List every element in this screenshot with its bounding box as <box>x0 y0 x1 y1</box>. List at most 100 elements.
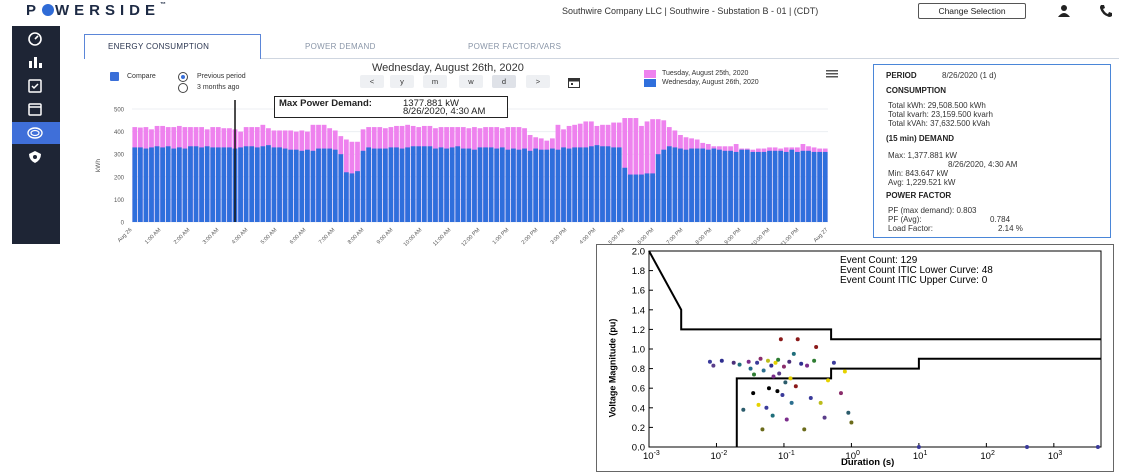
x-tick-label: 102 <box>980 450 995 462</box>
chart-menu-icon[interactable] <box>826 70 838 78</box>
y-tick-label: 0.2 <box>632 423 645 434</box>
period-week-button[interactable]: w <box>459 75 483 88</box>
bar-current-day <box>410 146 416 222</box>
bar-current-day <box>538 149 544 222</box>
x-tick-exponent: 2 <box>991 450 995 457</box>
event-point <box>791 351 796 356</box>
tab-power-demand[interactable]: POWER DEMAND <box>305 42 376 51</box>
three-months-radio[interactable] <box>178 83 188 93</box>
bar-current-day <box>561 147 566 222</box>
bar-current-day <box>137 147 143 222</box>
itic-scatter-panel: 0.0 0.2 0.4 0.6 0.8 1.0 1.2 1.4 1.6 1.8 2.0 10-3 10-… <box>596 244 1114 472</box>
event-point <box>838 391 843 396</box>
change-selection-button[interactable]: Change Selection <box>918 3 1026 19</box>
period-next-button[interactable]: > <box>526 75 550 88</box>
legend-swatch-wednesday <box>644 79 656 87</box>
sidebar-item-calendar[interactable] <box>12 98 60 120</box>
compare-checkbox[interactable] <box>110 72 119 81</box>
event-point <box>784 417 789 422</box>
previous-period-radio[interactable] <box>178 72 188 82</box>
period-prev-button[interactable]: < <box>360 75 384 88</box>
legend-swatch-tuesday <box>644 70 656 78</box>
x-tick-exponent: -1 <box>789 450 795 457</box>
event-point <box>707 359 712 364</box>
powerside-logo[interactable]: P WERSIDE™ <box>26 2 167 19</box>
x-tick-label: 10-1 <box>778 450 795 462</box>
bar-current-day <box>594 145 600 222</box>
bar-current-day <box>377 148 383 222</box>
calendar-icon <box>28 103 42 116</box>
event-point <box>808 396 813 400</box>
bar-current-day <box>416 146 422 222</box>
bar-current-day <box>427 146 433 222</box>
bar-current-day <box>661 149 667 222</box>
three-months-label: 3 months ago <box>197 84 240 91</box>
bar-current-day <box>460 148 466 222</box>
bar-current-day <box>678 148 683 222</box>
bar-current-day <box>616 147 622 222</box>
event-point <box>756 402 761 407</box>
event-point <box>766 386 771 391</box>
user-icon[interactable] <box>1056 4 1072 18</box>
demand-max-time: 8/26/2020, 4:30 AM <box>948 160 1018 169</box>
event-point <box>805 363 810 368</box>
bar-current-day <box>644 173 650 222</box>
event-point <box>802 427 807 432</box>
period-day-button[interactable]: d <box>492 75 516 88</box>
sidebar-item-dashboard[interactable] <box>12 28 60 50</box>
event-point <box>793 384 798 389</box>
legend-label-tuesday: Tuesday, August 25th, 2020 <box>662 70 749 77</box>
event-point <box>761 368 766 373</box>
sidebar-item-security[interactable] <box>12 146 60 168</box>
x-tick-label: 2:00 AM <box>173 227 192 246</box>
period-heading: PERIOD <box>886 71 917 80</box>
bar-current-day <box>221 147 227 222</box>
bar-current-day <box>299 150 305 222</box>
bar-current-day <box>488 147 494 222</box>
sidebar-item-tasks[interactable] <box>12 74 60 96</box>
event-point <box>748 366 753 371</box>
bar-current-day <box>533 148 539 222</box>
bar-current-day <box>817 151 823 222</box>
bar-current-day <box>605 146 611 222</box>
tooltip-value: 1377.881 kW <box>403 98 459 109</box>
x-tick-label: 11:00 AM <box>432 227 453 246</box>
bar-current-day <box>433 148 438 222</box>
bar-current-day <box>388 147 394 222</box>
bar-current-day <box>455 146 461 222</box>
legend-label-wednesday: Wednesday, August 26th, 2020 <box>662 79 759 86</box>
bar-current-day <box>193 146 199 222</box>
x-tick-label: 101 <box>913 450 928 462</box>
y-tick-label: 0.4 <box>632 403 645 414</box>
event-point <box>737 362 742 367</box>
bar-current-day <box>728 150 733 222</box>
event-point <box>751 391 756 396</box>
sidebar-item-meters[interactable] <box>12 122 60 144</box>
bar-current-day <box>277 147 282 222</box>
y-tick-label: 0.0 <box>632 443 645 454</box>
phone-icon[interactable] <box>1099 4 1113 18</box>
bar-current-day <box>271 147 277 222</box>
x-tick-label: 9:00 AM <box>376 227 395 246</box>
event-point <box>760 427 765 432</box>
bar-current-day <box>761 151 767 222</box>
tab-power-factor-vars[interactable]: POWER FACTOR/VARS <box>468 42 562 51</box>
bar-current-day <box>700 148 706 222</box>
bar-current-day <box>154 146 160 222</box>
period-year-button[interactable]: y <box>390 75 414 88</box>
chart-title: Wednesday, August 26th, 2020 <box>372 62 524 74</box>
event-point <box>755 360 760 365</box>
total-kwh: Total kWh: 29,508.500 kWh <box>888 101 986 110</box>
period-month-button[interactable]: m <box>423 75 447 88</box>
tab-energy-consumption[interactable]: ENERGY CONSUMPTION <box>108 42 210 51</box>
bar-current-day <box>421 146 427 222</box>
event-point <box>770 413 775 418</box>
itic-upper-curve <box>648 250 1101 341</box>
sidebar-nav <box>12 26 60 244</box>
date-picker-icon[interactable] <box>568 77 580 88</box>
event-point <box>769 363 774 368</box>
bar-current-day <box>650 173 655 222</box>
energy-consumption-chart: 0 100 200 300 400 500 kWh Aug 26 1:00 AM 2:00 AM 3… <box>95 100 829 246</box>
sidebar-item-reports[interactable] <box>12 50 60 72</box>
bar-current-day <box>622 167 628 222</box>
